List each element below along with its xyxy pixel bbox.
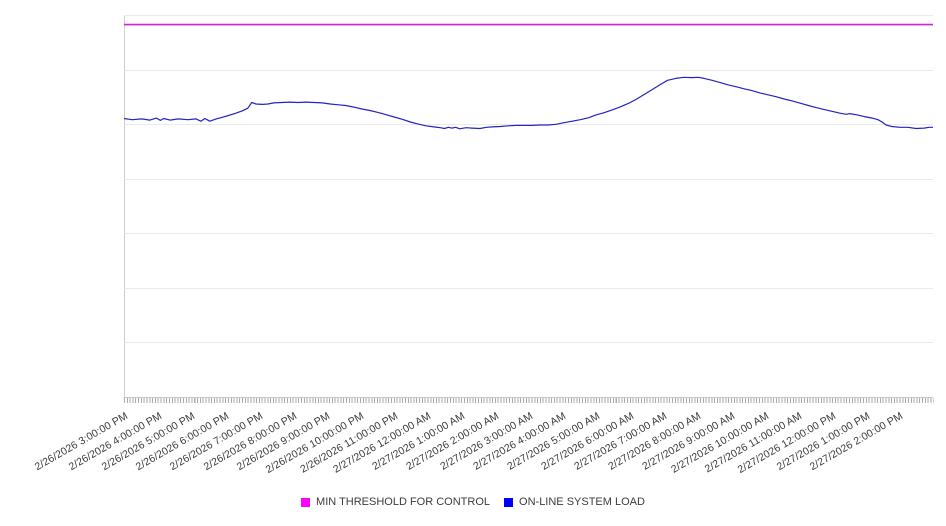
plot-area [123,15,933,398]
x-axis-minor-ticks [124,398,934,403]
gridline [124,342,933,344]
legend-swatch-icon [301,497,311,507]
legend-item-on-line-system-load[interactable]: ON-LINE SYSTEM LOAD [504,496,645,508]
legend-swatch-icon [504,497,514,507]
legend-label: MIN THRESHOLD FOR CONTROL [316,496,491,508]
series-canvas [123,23,933,130]
gridline [124,69,933,71]
gridline [124,287,933,289]
legend-item-min-threshold-for-control[interactable]: MIN THRESHOLD FOR CONTROL [301,496,490,508]
gridline [124,233,933,235]
gridline [124,178,933,180]
system-load-line [123,76,933,130]
chart-legend: MIN THRESHOLD FOR CONTROL ON-LINE SYSTEM … [0,496,946,508]
y-axis-line [124,15,125,403]
gridline [124,124,933,126]
legend-label: ON-LINE SYSTEM LOAD [519,496,645,508]
gridline [124,15,933,16]
